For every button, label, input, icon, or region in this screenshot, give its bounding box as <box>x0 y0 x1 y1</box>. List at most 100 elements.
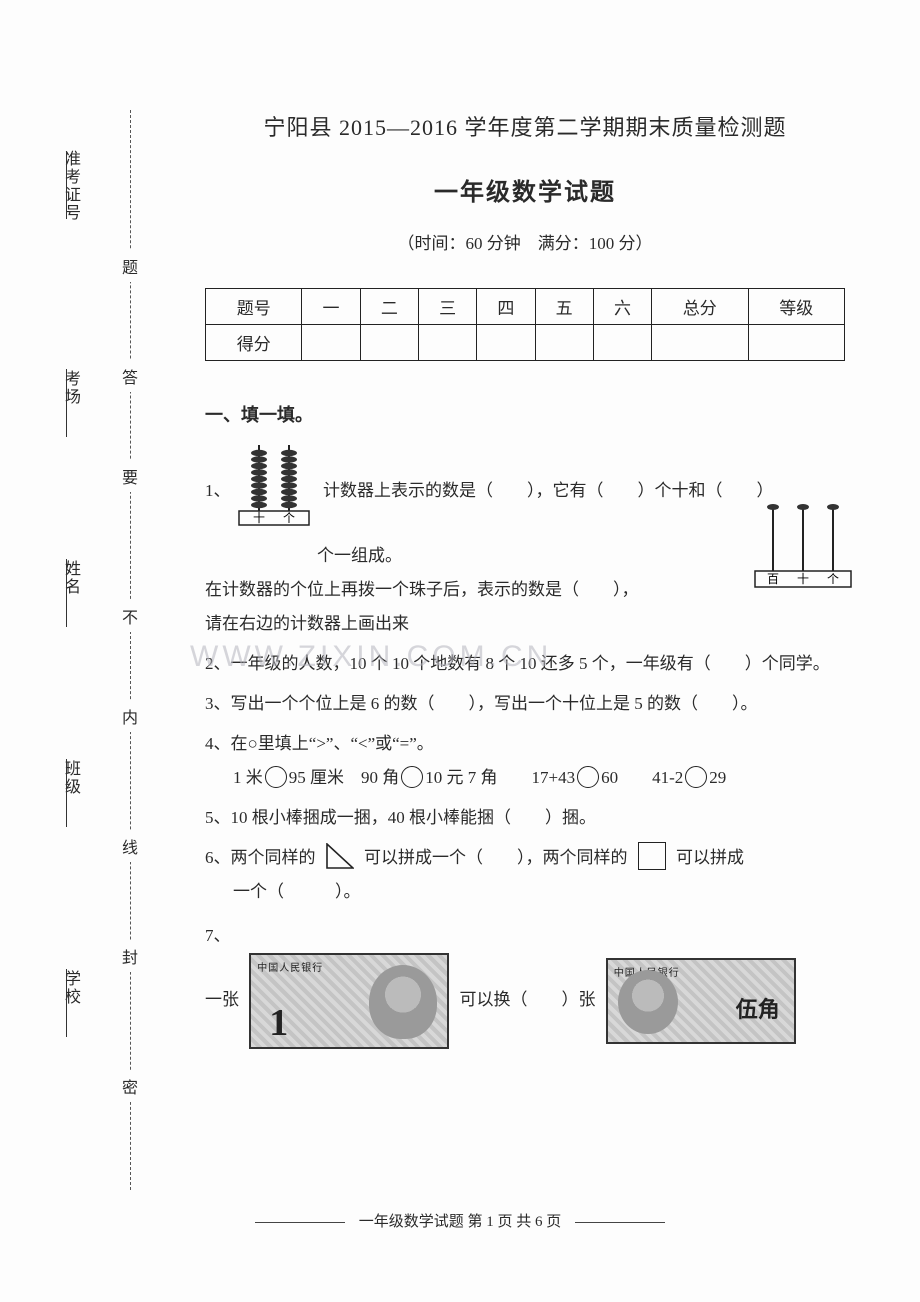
triangle-icon <box>326 843 354 869</box>
banknote-label: 中国人民银行 <box>257 959 323 979</box>
q1-line3: 请在右边的计数器上画出来 <box>205 614 409 633</box>
cell: 六 <box>593 289 651 325</box>
side-field-exam-id: 准考证号 <box>58 150 82 222</box>
cell <box>593 325 651 361</box>
score-table: 题号 一 二 三 四 五 六 总分 等级 得分 <box>205 288 845 361</box>
exam-page: 题 答 要 不 内 线 封 密 准考证号 考场 姓名 班级 学校 宁阳县 201… <box>0 0 920 1302</box>
q-number: 6、 <box>205 848 231 867</box>
question-4: 4、在○里填上“>”、“<”或“=”。 1 米 95 厘米 90 角 10 元 7 … <box>205 727 845 795</box>
banknote-portrait-icon <box>369 965 437 1039</box>
q4-seg: 10 元 7 角 17+43 <box>425 768 575 787</box>
section-heading: 一、填一填。 <box>205 401 845 427</box>
question-7: 7、 一张 中国人民银行 1 可以换（ ）张 中国人民银行 伍角 <box>205 919 845 1049</box>
q3-text: 写出一个个位上是 6 的数（ ），写出一个十位上是 5 的数（ ）。 <box>231 694 758 713</box>
q6-p4: 一个（ ）。 <box>205 882 361 901</box>
q4-seg: 1 米 <box>233 768 263 787</box>
q2-text: 一年级的人数，10 个 10 个地数有 8 个 10 还多 5 个，一年级有（ … <box>231 654 830 673</box>
q1-line1b: 个一组成。 <box>317 546 402 565</box>
circle-blank-icon <box>685 766 707 788</box>
seal-label: 答 <box>122 360 138 392</box>
q-number: 1、 <box>205 481 231 500</box>
q7-lead: 一张 <box>205 990 239 1009</box>
cell <box>535 325 593 361</box>
cell: 二 <box>360 289 418 325</box>
q-number: 4、 <box>205 734 231 753</box>
content-area: 宁阳县 2015—2016 学年度第二学期期末质量检测题 一年级数学试题 （时间… <box>205 110 845 1055</box>
banknote-value: 伍角 <box>736 988 780 1032</box>
circle-blank-icon <box>265 766 287 788</box>
q1-line2: 在计数器的个位上再拨一个珠子后，表示的数是（ ）， <box>205 580 639 599</box>
question-1: 1、 <box>205 445 845 641</box>
page-footer: 一年级数学试题 第 1 页 共 6 页 <box>0 1210 920 1231</box>
cell: 一 <box>302 289 360 325</box>
q-number: 3、 <box>205 694 231 713</box>
q-number: 5、 <box>205 808 231 827</box>
q4-seg: 60 41-2 <box>601 768 683 787</box>
q4-lead: 在○里填上“>”、“<”或“=”。 <box>231 734 434 753</box>
side-field-class: 班级 <box>58 760 82 796</box>
banknote-value: 1 <box>269 985 288 1061</box>
q4-seg: 95 厘米 90 角 <box>289 768 400 787</box>
exam-info: （时间：60 分钟 满分：100 分） <box>205 229 845 254</box>
q4-items: 1 米 95 厘米 90 角 10 元 7 角 17+43 60 41-2 29 <box>205 768 726 787</box>
svg-text:百: 百 <box>767 572 779 586</box>
square-icon <box>638 842 666 870</box>
svg-text:个: 个 <box>283 511 295 525</box>
q6-p3: 可以拼成 <box>676 848 744 867</box>
question-2: 2、一年级的人数，10 个 10 个地数有 8 个 10 还多 5 个，一年级有… <box>205 647 845 681</box>
svg-text:个: 个 <box>827 572 839 586</box>
seal-label: 不 <box>122 600 138 632</box>
abacus-right-icon: 百 十 个 <box>751 503 855 601</box>
q-number: 2、 <box>205 654 231 673</box>
seal-label: 封 <box>122 940 138 972</box>
circle-blank-icon <box>577 766 599 788</box>
q5-text: 10 根小棒捆成一捆，40 根小棒能捆（ ）捆。 <box>231 808 597 827</box>
cell: 得分 <box>206 325 302 361</box>
cell <box>302 325 360 361</box>
cell: 题号 <box>206 289 302 325</box>
table-row: 题号 一 二 三 四 五 六 总分 等级 <box>206 289 845 325</box>
side-blank <box>66 759 67 827</box>
footer-text: 一年级数学试题 第 1 页 共 6 页 <box>359 1214 562 1230</box>
side-field-name: 姓名 <box>58 560 82 596</box>
q1-line1a: 计数器上表示的数是（ ），它有（ ）个十和（ ） <box>323 481 774 500</box>
cell: 总分 <box>652 289 748 325</box>
cell <box>652 325 748 361</box>
seal-label: 密 <box>122 1070 138 1102</box>
circle-blank-icon <box>401 766 423 788</box>
abacus-left-icon: 十 个 <box>235 445 313 539</box>
svg-text:十: 十 <box>797 572 809 586</box>
footer-rule <box>575 1222 665 1223</box>
seal-label: 线 <box>122 830 138 862</box>
footer-rule <box>255 1222 345 1223</box>
sub-title: 一年级数学试题 <box>205 172 845 207</box>
cell: 四 <box>477 289 535 325</box>
q6-p2: 可以拼成一个（ ），两个同样的 <box>364 848 628 867</box>
cell <box>477 325 535 361</box>
side-blank <box>66 151 67 219</box>
cell: 三 <box>418 289 476 325</box>
side-blank <box>66 559 67 627</box>
question-3: 3、写出一个个位上是 6 的数（ ），写出一个十位上是 5 的数（ ）。 <box>205 687 845 721</box>
side-blank <box>66 969 67 1037</box>
cell: 等级 <box>748 289 845 325</box>
seal-label: 题 <box>122 250 138 282</box>
banknote-1yuan-icon: 中国人民银行 1 <box>249 953 449 1049</box>
seal-label: 要 <box>122 460 138 492</box>
seal-label: 内 <box>122 700 138 732</box>
q7-mid: 可以换（ ）张 <box>460 990 596 1009</box>
cell <box>360 325 418 361</box>
q-number: 7、 <box>205 926 231 945</box>
seal-strip: 题 答 要 不 内 线 封 密 <box>100 110 160 1190</box>
q6-p1: 两个同样的 <box>231 848 316 867</box>
question-5: 5、10 根小棒捆成一捆，40 根小棒能捆（ ）捆。 <box>205 801 845 835</box>
banknote-portrait-icon <box>618 970 678 1034</box>
banknote-5jiao-icon: 中国人民银行 伍角 <box>606 958 796 1044</box>
cell <box>748 325 845 361</box>
q4-seg: 29 <box>709 768 726 787</box>
cell <box>418 325 476 361</box>
cell: 五 <box>535 289 593 325</box>
table-row: 得分 <box>206 325 845 361</box>
side-blank <box>66 369 67 437</box>
side-field-school: 学校 <box>58 970 82 1006</box>
